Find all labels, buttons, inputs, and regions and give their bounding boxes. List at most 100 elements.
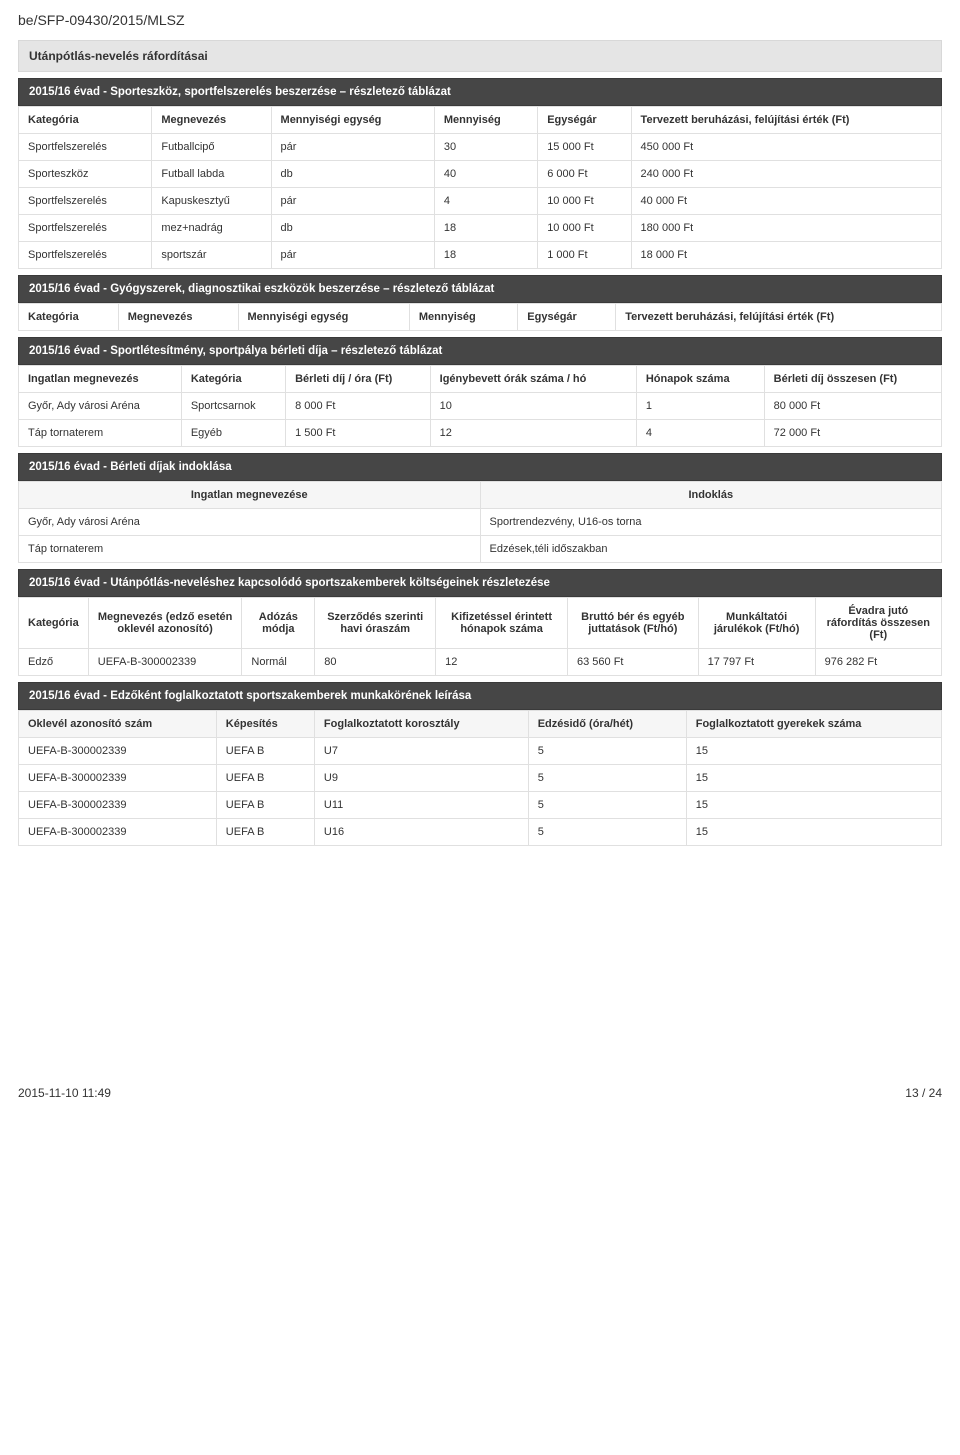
table-row: SporteszközFutball labdadb406 000 Ft240 … xyxy=(19,161,942,188)
table-cell: 72 000 Ft xyxy=(764,420,941,447)
column-header: Igénybevett órák száma / hó xyxy=(430,366,636,393)
table-cell: 1 500 Ft xyxy=(286,420,431,447)
column-header: Képesítés xyxy=(216,711,314,738)
table-cell: UEFA-B-300002339 xyxy=(19,792,217,819)
table-cell: 4 xyxy=(434,188,537,215)
table-row: SportfelszerelésKapuskesztyűpár410 000 F… xyxy=(19,188,942,215)
table-row: Táp tornateremEgyéb1 500 Ft12472 000 Ft xyxy=(19,420,942,447)
table6-title: 2015/16 évad - Edzőként foglalkoztatott … xyxy=(18,682,942,710)
table5-title: 2015/16 évad - Utánpótlás-neveléshez kap… xyxy=(18,569,942,597)
table-cell: UEFA-B-300002339 xyxy=(19,738,217,765)
table-cell: 15 xyxy=(686,819,941,846)
table-cell: pár xyxy=(271,134,434,161)
page-footer: 2015-11-10 11:49 13 / 24 xyxy=(18,1086,942,1100)
table-row: UEFA-B-300002339UEFA BU7515 xyxy=(19,738,942,765)
table-cell: 240 000 Ft xyxy=(631,161,941,188)
table3-title: 2015/16 évad - Sportlétesítmény, sportpá… xyxy=(18,337,942,365)
column-header: Megnevezés xyxy=(152,107,271,134)
table-cell: 30 xyxy=(434,134,537,161)
column-header: Mennyiségi egység xyxy=(238,304,409,331)
main-heading: Utánpótlás-nevelés ráfordításai xyxy=(18,40,942,72)
table-cell: 40 000 Ft xyxy=(631,188,941,215)
table-cell: Sportrendezvény, U16-os torna xyxy=(480,509,942,536)
table-row: Sportfelszereléssportszárpár181 000 Ft18… xyxy=(19,242,942,269)
table-cell: 5 xyxy=(528,738,686,765)
table-row: Táp tornateremEdzések,téli időszakban xyxy=(19,536,942,563)
table-row: UEFA-B-300002339UEFA BU16515 xyxy=(19,819,942,846)
table-cell: 180 000 Ft xyxy=(631,215,941,242)
column-header: Bérleti díj / óra (Ft) xyxy=(286,366,431,393)
table-cell: 8 000 Ft xyxy=(286,393,431,420)
table-cell: 80 xyxy=(315,649,436,676)
table-cell: Futballcipő xyxy=(152,134,271,161)
column-header: Bruttó bér és egyéb juttatások (Ft/hó) xyxy=(568,598,699,649)
table-cell: U9 xyxy=(314,765,528,792)
table-cell: mez+nadrág xyxy=(152,215,271,242)
table-cell: 450 000 Ft xyxy=(631,134,941,161)
table-cell: 17 797 Ft xyxy=(698,649,815,676)
table1-title: 2015/16 évad - Sporteszköz, sportfelszer… xyxy=(18,78,942,106)
table-row: EdzőUEFA-B-300002339Normál801263 560 Ft1… xyxy=(19,649,942,676)
table-cell: Győr, Ady városi Aréna xyxy=(19,393,182,420)
column-header: Mennyiségi egység xyxy=(271,107,434,134)
table-cell: Sportfelszerelés xyxy=(19,215,152,242)
table2: KategóriaMegnevezésMennyiségi egységMenn… xyxy=(18,303,942,331)
table-cell: UEFA B xyxy=(216,819,314,846)
table-cell: UEFA-B-300002339 xyxy=(19,819,217,846)
table-cell: 10 000 Ft xyxy=(538,188,631,215)
column-header: Hónapok száma xyxy=(636,366,764,393)
table-cell: pár xyxy=(271,242,434,269)
column-header: Megnevezés xyxy=(118,304,238,331)
table-cell: UEFA-B-300002339 xyxy=(19,765,217,792)
column-header: Edzésidő (óra/hét) xyxy=(528,711,686,738)
table4: Ingatlan megnevezéseIndoklás Győr, Ady v… xyxy=(18,481,942,563)
table-cell: Egyéb xyxy=(181,420,285,447)
table-cell: 15 xyxy=(686,738,941,765)
table6: Oklevél azonosító számKépesítésFoglalkoz… xyxy=(18,710,942,846)
table-cell: 40 xyxy=(434,161,537,188)
table-cell: U11 xyxy=(314,792,528,819)
table-cell: Sportfelszerelés xyxy=(19,242,152,269)
table-cell: Táp tornaterem xyxy=(19,420,182,447)
table-cell: UEFA-B-300002339 xyxy=(88,649,242,676)
footer-timestamp: 2015-11-10 11:49 xyxy=(18,1086,111,1100)
table-cell: 5 xyxy=(528,765,686,792)
table-cell: 10 xyxy=(430,393,636,420)
table-cell: Futball labda xyxy=(152,161,271,188)
column-header: Kategória xyxy=(19,107,152,134)
table-cell: 80 000 Ft xyxy=(764,393,941,420)
table-cell: Sportfelszerelés xyxy=(19,134,152,161)
column-header: Adózás módja xyxy=(242,598,315,649)
table-cell: Táp tornaterem xyxy=(19,536,481,563)
table4-title: 2015/16 évad - Bérleti díjak indoklása xyxy=(18,453,942,481)
table-cell: Sporteszköz xyxy=(19,161,152,188)
table-cell: pár xyxy=(271,188,434,215)
table3: Ingatlan megnevezésKategóriaBérleti díj … xyxy=(18,365,942,447)
column-header: Mennyiség xyxy=(409,304,517,331)
table-cell: 5 xyxy=(528,792,686,819)
table-cell: Edzések,téli időszakban xyxy=(480,536,942,563)
footer-page-number: 13 / 24 xyxy=(905,1086,942,1100)
table-row: Győr, Ady városi ArénaSportcsarnok8 000 … xyxy=(19,393,942,420)
table-cell: 976 282 Ft xyxy=(815,649,941,676)
column-header: Tervezett beruházási, felújítási érték (… xyxy=(616,304,942,331)
table-cell: Kapuskesztyű xyxy=(152,188,271,215)
column-header: Tervezett beruházási, felújítási érték (… xyxy=(631,107,941,134)
table-cell: 1 xyxy=(636,393,764,420)
table-cell: 18 xyxy=(434,215,537,242)
table-cell: 5 xyxy=(528,819,686,846)
table-row: Sportfelszerelésmez+nadrágdb1810 000 Ft1… xyxy=(19,215,942,242)
table-cell: db xyxy=(271,215,434,242)
column-header: Bérleti díj összesen (Ft) xyxy=(764,366,941,393)
table-cell: UEFA B xyxy=(216,738,314,765)
column-header: Egységár xyxy=(538,107,631,134)
column-header: Foglalkoztatott korosztály xyxy=(314,711,528,738)
table5: KategóriaMegnevezés (edző esetén oklevél… xyxy=(18,597,942,676)
column-header: Kifizetéssel érintett hónapok száma xyxy=(436,598,568,649)
table-cell: U7 xyxy=(314,738,528,765)
table-cell: 15 xyxy=(686,765,941,792)
table-cell: Győr, Ady városi Aréna xyxy=(19,509,481,536)
table-cell: UEFA B xyxy=(216,765,314,792)
table-cell: 18 000 Ft xyxy=(631,242,941,269)
table2-title: 2015/16 évad - Gyógyszerek, diagnosztika… xyxy=(18,275,942,303)
